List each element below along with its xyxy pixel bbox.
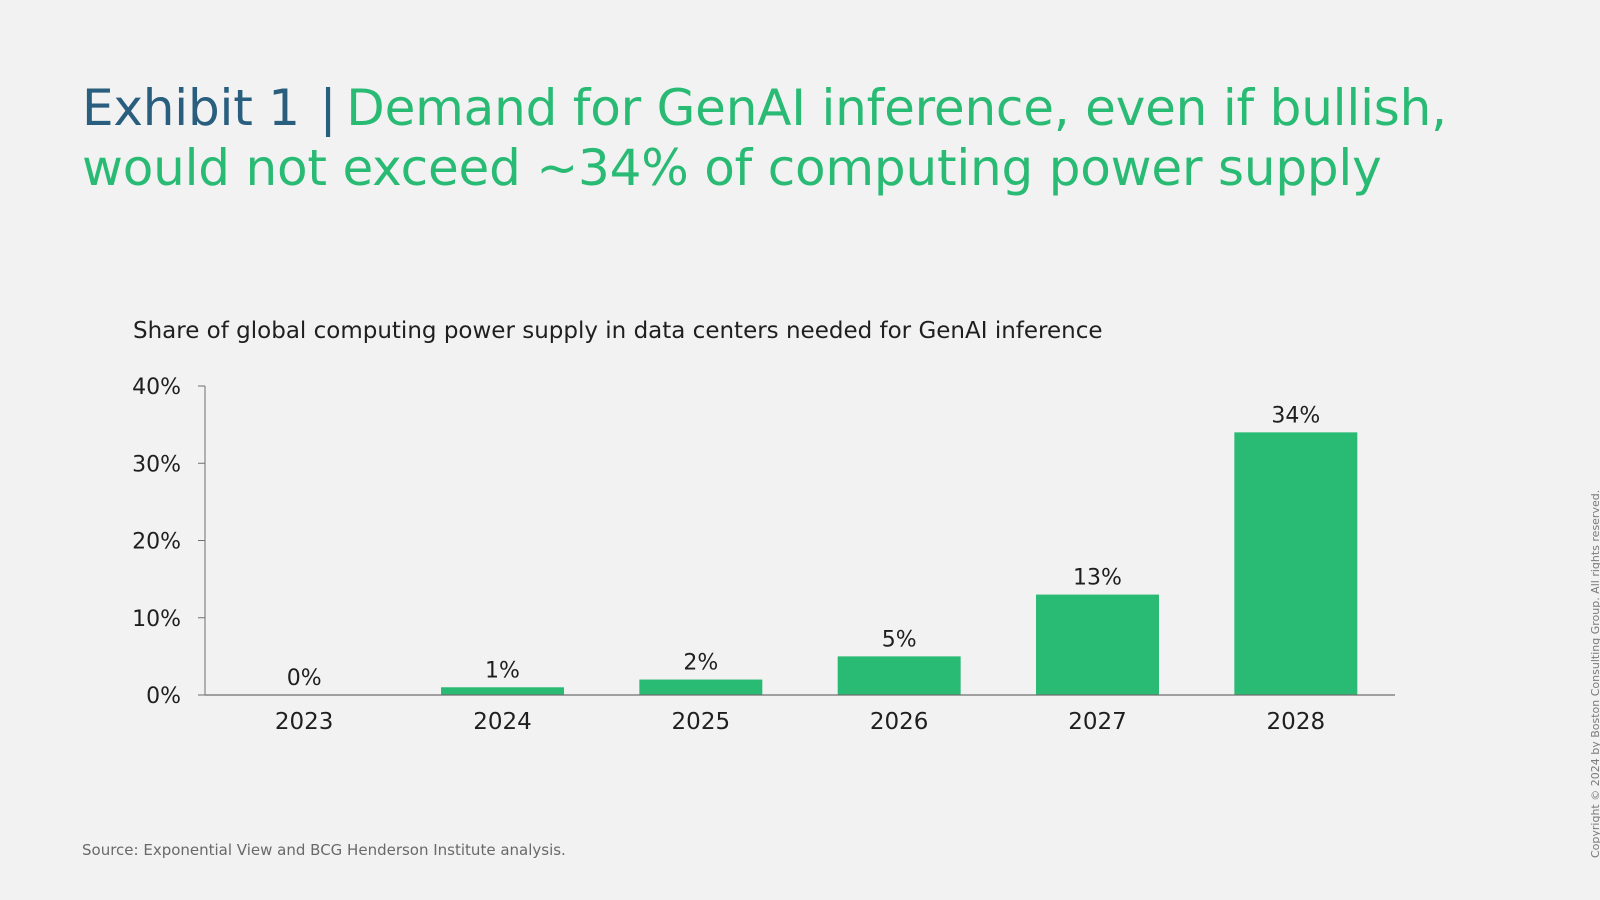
bar-2024 <box>441 687 564 695</box>
bars-group <box>441 432 1358 695</box>
value-label-2025: 2% <box>683 651 718 676</box>
value-label-2028: 34% <box>1271 403 1320 428</box>
y-tick-label: 40% <box>132 375 181 400</box>
value-label-2027: 13% <box>1073 566 1122 591</box>
exhibit-title: Exhibit 1 | Demand for GenAI inference, e… <box>82 78 1542 198</box>
chart-title: Share of global computing power supply i… <box>133 318 1103 344</box>
x-axis: 2023 2024 2025 2026 2027 2028 <box>205 694 1395 735</box>
x-tick-label-2026: 2026 <box>870 709 929 735</box>
x-tick-label-2028: 2028 <box>1267 709 1326 735</box>
x-tick-label-2027: 2027 <box>1068 709 1127 735</box>
y-tick-label: 10% <box>132 607 181 632</box>
bar-2027 <box>1036 594 1159 695</box>
y-axis: 0% 10% 20% 30% 40% <box>132 375 206 709</box>
exhibit-label: Exhibit 1 <box>82 79 300 137</box>
exhibit-headline: Demand for GenAI inference, even if bull… <box>82 79 1447 197</box>
y-tick-label: 20% <box>132 530 181 555</box>
y-tick-label: 30% <box>132 452 181 477</box>
source-note: Source: Exponential View and BCG Henders… <box>82 841 566 859</box>
bar-2028 <box>1234 432 1358 695</box>
copyright-note: Copyright © 2024 by Boston Consulting Gr… <box>1589 489 1600 858</box>
value-label-2023: 0% <box>287 666 322 691</box>
value-label-2024: 1% <box>485 658 520 683</box>
value-label-2026: 5% <box>882 627 917 652</box>
x-tick-label-2024: 2024 <box>473 709 532 735</box>
title-separator: | <box>319 79 337 137</box>
bar-2025 <box>639 679 763 695</box>
x-tick-label-2025: 2025 <box>672 709 731 735</box>
bar-value-labels: 0% 1% 2% 5% 13% 34% <box>287 403 1321 691</box>
y-tick-label: 0% <box>146 684 181 709</box>
bar-2026 <box>837 656 961 695</box>
x-tick-label-2023: 2023 <box>275 709 334 735</box>
